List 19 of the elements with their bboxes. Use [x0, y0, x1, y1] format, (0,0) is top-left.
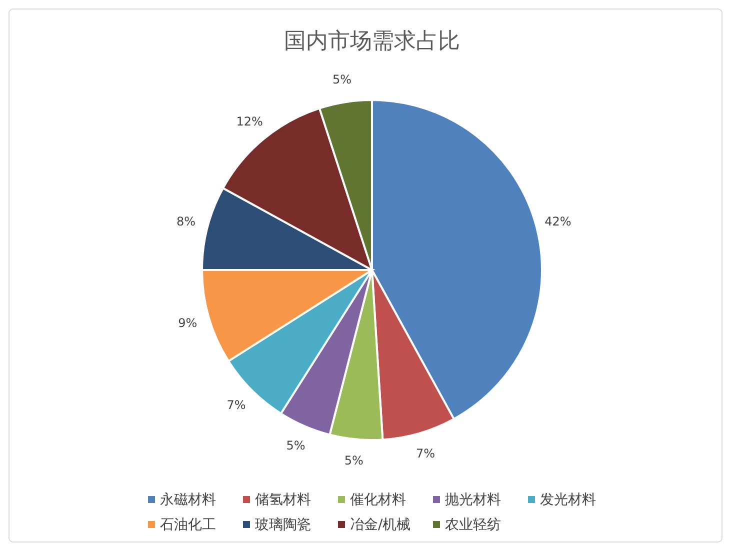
legend-label: 催化材料 — [350, 492, 406, 508]
legend-label: 玻璃陶瓷 — [255, 516, 311, 533]
data-label: 8% — [176, 214, 196, 229]
legend-label: 冶金/机械 — [350, 516, 411, 533]
legend-label: 石油化工 — [160, 516, 216, 533]
data-label: 42% — [544, 214, 572, 229]
data-label: 9% — [178, 316, 198, 330]
data-label: 5% — [332, 72, 352, 87]
legend-label: 抛光材料 — [445, 492, 501, 508]
data-label: 5% — [286, 438, 306, 452]
legend-label: 发光材料 — [540, 492, 596, 508]
legend-label: 农业轻纺 — [445, 516, 501, 533]
legend-label: 储氢材料 — [255, 492, 311, 508]
chart-title: 国内市场需求占比 — [284, 29, 460, 54]
data-label: 12% — [236, 114, 263, 128]
data-label: 5% — [344, 453, 364, 468]
data-label: 7% — [416, 446, 436, 461]
legend-label: 永磁材料 — [160, 492, 216, 508]
data-label: 7% — [226, 398, 246, 412]
